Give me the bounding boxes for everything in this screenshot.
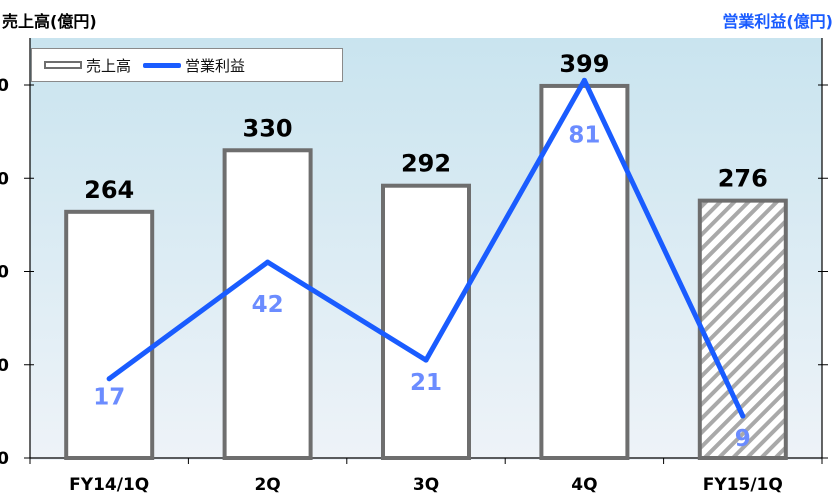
bar-data-label: 292 xyxy=(401,150,451,178)
left-tick-label: 0 xyxy=(0,169,9,189)
x-tick-label: FY15/1Q xyxy=(703,475,783,495)
bar-data-label: 264 xyxy=(84,176,134,204)
bar-data-label: 330 xyxy=(243,114,293,142)
right-axis-title: 営業利益(億円) xyxy=(722,12,833,31)
line-point xyxy=(106,376,112,382)
line-data-label: 17 xyxy=(93,385,125,411)
bar xyxy=(64,209,155,460)
line-data-label: 81 xyxy=(568,122,600,148)
left-tick-label: 0 xyxy=(0,449,9,469)
left-tick-label: 0 xyxy=(0,356,9,376)
bar xyxy=(539,83,630,461)
line-point xyxy=(423,357,429,363)
bar-data-label: 399 xyxy=(559,50,609,78)
x-tick-label: 3Q xyxy=(413,475,439,495)
x-tick-label: FY14/1Q xyxy=(69,475,149,495)
legend-line-label: 営業利益 xyxy=(185,56,246,75)
line-point xyxy=(581,77,587,83)
legend-bar-label: 売上高 xyxy=(86,56,132,75)
line-point xyxy=(740,413,746,419)
legend-item-bar: 売上高 xyxy=(44,55,131,76)
legend-line-swatch xyxy=(143,62,182,68)
legend-item-line: 営業利益 xyxy=(143,55,245,76)
legend-bar-swatch xyxy=(44,61,82,69)
bar xyxy=(222,148,313,460)
line-point xyxy=(265,259,271,265)
left-axis-title: 売上高(億円) xyxy=(2,12,97,31)
line-data-label: 21 xyxy=(410,370,442,396)
bar-data-label: 276 xyxy=(718,165,768,193)
left-tick-label: 0 xyxy=(0,263,9,283)
x-tick-label: 2Q xyxy=(254,475,280,495)
x-tick-label: 4Q xyxy=(571,475,597,495)
line-data-label: 42 xyxy=(252,292,284,318)
legend: 売上高 営業利益 xyxy=(31,48,343,82)
left-tick-label: 0 xyxy=(0,76,9,96)
bar xyxy=(697,198,788,460)
bar xyxy=(381,183,471,461)
line-data-label: 9 xyxy=(735,426,751,452)
